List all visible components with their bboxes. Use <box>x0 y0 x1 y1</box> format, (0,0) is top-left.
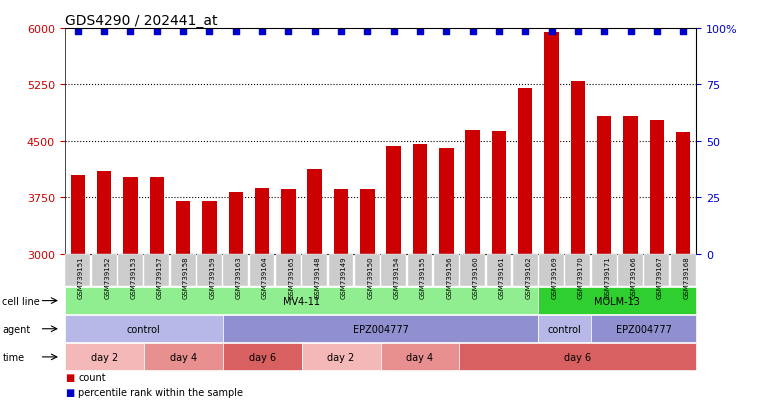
Text: GSM739166: GSM739166 <box>631 256 636 298</box>
Text: day 2: day 2 <box>91 352 118 362</box>
Point <box>519 28 531 35</box>
Text: GDS4290 / 202441_at: GDS4290 / 202441_at <box>65 14 217 28</box>
Bar <box>123 178 138 254</box>
Point <box>335 28 347 35</box>
Text: ■: ■ <box>65 372 74 382</box>
Text: GSM739165: GSM739165 <box>288 256 295 298</box>
Text: day 6: day 6 <box>249 352 275 362</box>
Bar <box>492 132 506 254</box>
Text: GSM739160: GSM739160 <box>473 256 479 298</box>
Text: cell line: cell line <box>2 296 40 306</box>
Bar <box>281 190 295 254</box>
Bar <box>544 33 559 254</box>
Text: GSM739153: GSM739153 <box>130 256 136 298</box>
Text: GSM739170: GSM739170 <box>578 256 584 298</box>
Point <box>677 28 689 35</box>
Bar <box>387 147 401 254</box>
Bar <box>228 192 243 254</box>
Bar <box>97 171 111 254</box>
Text: time: time <box>2 352 24 362</box>
Text: day 4: day 4 <box>406 352 434 362</box>
Text: GSM739151: GSM739151 <box>78 256 84 298</box>
Bar <box>466 130 480 254</box>
Bar <box>176 202 190 254</box>
Point <box>598 28 610 35</box>
Point <box>440 28 452 35</box>
Bar <box>650 121 664 254</box>
Text: percentile rank within the sample: percentile rank within the sample <box>78 387 244 397</box>
Text: GSM739157: GSM739157 <box>157 256 163 298</box>
Text: GSM739155: GSM739155 <box>420 256 426 298</box>
Text: GSM739168: GSM739168 <box>683 256 689 298</box>
Point <box>572 28 584 35</box>
Point <box>124 28 136 35</box>
Point <box>414 28 426 35</box>
Text: GSM739156: GSM739156 <box>446 256 452 298</box>
Point <box>98 28 110 35</box>
Text: control: control <box>127 324 161 334</box>
Text: day 4: day 4 <box>170 352 196 362</box>
Text: ■: ■ <box>65 387 74 397</box>
Point <box>387 28 400 35</box>
Point <box>177 28 189 35</box>
Point <box>230 28 242 35</box>
Text: GSM739150: GSM739150 <box>368 256 374 298</box>
Text: EPZ004777: EPZ004777 <box>616 324 672 334</box>
Point <box>361 28 374 35</box>
Point <box>282 28 295 35</box>
Bar <box>439 149 454 254</box>
Point <box>546 28 558 35</box>
Bar <box>150 178 164 254</box>
Point <box>203 28 215 35</box>
Bar <box>202 202 217 254</box>
Point <box>309 28 321 35</box>
Text: GSM739152: GSM739152 <box>104 256 110 298</box>
Text: GSM739159: GSM739159 <box>209 256 215 298</box>
Text: EPZ004777: EPZ004777 <box>352 324 409 334</box>
Text: GSM739161: GSM739161 <box>499 256 505 298</box>
Text: GSM739169: GSM739169 <box>552 256 558 298</box>
Bar <box>571 81 585 254</box>
Text: GSM739171: GSM739171 <box>604 256 610 298</box>
Text: count: count <box>78 372 106 382</box>
Point <box>72 28 84 35</box>
Bar <box>255 189 269 254</box>
Bar <box>623 117 638 254</box>
Text: MV4-11: MV4-11 <box>283 296 320 306</box>
Bar <box>676 133 690 254</box>
Text: GSM739149: GSM739149 <box>341 256 347 298</box>
Text: GSM739158: GSM739158 <box>183 256 189 298</box>
Point <box>256 28 268 35</box>
Text: day 6: day 6 <box>565 352 591 362</box>
Text: GSM739162: GSM739162 <box>525 256 531 298</box>
Point <box>151 28 163 35</box>
Bar <box>518 89 533 254</box>
Bar <box>71 175 85 254</box>
Text: agent: agent <box>2 324 30 334</box>
Bar <box>334 190 349 254</box>
Bar <box>412 145 427 254</box>
Text: GSM739148: GSM739148 <box>315 256 320 298</box>
Text: control: control <box>548 324 581 334</box>
Text: GSM739164: GSM739164 <box>262 256 268 298</box>
Text: GSM739154: GSM739154 <box>393 256 400 298</box>
Bar <box>360 190 374 254</box>
Text: MOLM-13: MOLM-13 <box>594 296 640 306</box>
Point <box>466 28 479 35</box>
Text: GSM739167: GSM739167 <box>657 256 663 298</box>
Bar <box>307 169 322 254</box>
Point <box>651 28 663 35</box>
Point <box>493 28 505 35</box>
Text: day 2: day 2 <box>327 352 355 362</box>
Point <box>625 28 637 35</box>
Bar <box>597 117 611 254</box>
Text: GSM739163: GSM739163 <box>236 256 242 298</box>
